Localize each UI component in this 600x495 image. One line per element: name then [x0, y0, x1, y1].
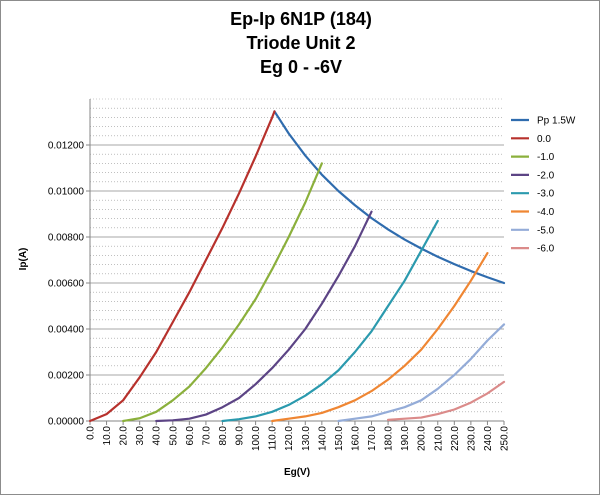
y-tick-label: 0.00600	[48, 279, 85, 290]
x-tick-label: 240.0	[483, 426, 494, 451]
x-tick-label: 10.0	[102, 426, 113, 446]
x-axis-title: Eg(V)	[284, 467, 310, 478]
chart-title-line: Triode Unit 2	[246, 33, 355, 53]
y-tick-label: 0.00800	[48, 233, 85, 244]
x-tick-label: 150.0	[334, 426, 345, 451]
x-tick-label: 200.0	[417, 426, 428, 451]
series-line	[337, 323, 506, 423]
x-tick-label: 250.0	[500, 426, 511, 451]
series-line	[221, 219, 439, 423]
y-tick-label: 0.00400	[48, 325, 85, 336]
series-line	[271, 252, 489, 423]
legend: Pp 1.5W 0.0 -1.0 -2.0 -3.0 -4.0 -5.0 -6.0	[511, 116, 576, 255]
x-tick-label: 50.0	[168, 426, 179, 446]
x-tick-label: 130.0	[301, 426, 312, 451]
x-tick-label: 30.0	[135, 426, 146, 446]
x-tick-label: 170.0	[367, 426, 378, 451]
x-tick-label: 140.0	[317, 426, 328, 451]
x-tick-label: 160.0	[350, 426, 361, 451]
axes	[89, 99, 504, 422]
x-tick-label: 70.0	[201, 426, 212, 446]
y-tick-label: 0.01200	[48, 141, 85, 152]
series-line	[273, 110, 506, 285]
series-line	[155, 210, 373, 423]
x-tick-label: 120.0	[284, 426, 295, 451]
legend-label: -4.0	[537, 207, 555, 218]
series-lines	[88, 110, 506, 423]
chart-title: Ep-Ip 6N1P (184) Triode Unit 2 Eg 0 - -6V	[230, 9, 372, 77]
x-tick-label: 80.0	[218, 426, 229, 446]
legend-label: 0.0	[537, 134, 551, 145]
series-line	[88, 110, 276, 423]
legend-label: -6.0	[537, 244, 555, 255]
series-line	[386, 380, 506, 421]
legend-label: -5.0	[537, 225, 555, 236]
x-tick-label: 110.0	[268, 426, 279, 451]
x-tick-label: 40.0	[152, 426, 163, 446]
x-tick-label: 100.0	[251, 426, 262, 451]
y-tick-label: 0.01000	[48, 187, 85, 198]
x-tick-label: 190.0	[400, 426, 411, 451]
legend-label: -1.0	[537, 152, 555, 163]
x-tick-label: 0.0	[86, 426, 97, 440]
x-tick-label: 220.0	[450, 426, 461, 451]
legend-label: Pp 1.5W	[537, 116, 576, 127]
x-tick-label: 180.0	[384, 426, 395, 451]
x-tick-label: 210.0	[433, 426, 444, 451]
y-tick-labels: 0.00000 0.00200 0.00400 0.00600 0.00800 0.010…	[48, 141, 90, 428]
x-tick-label: 60.0	[185, 426, 196, 446]
x-tick-label: 90.0	[235, 426, 246, 446]
x-tick-labels: 0.0 10.0 20.0 30.0 40.0 50.0 60.0 70.0 80.0 90.0 1…	[86, 421, 511, 451]
y-tick-label: 0.00000	[48, 417, 85, 428]
y-axis-title: Ip(A)	[18, 248, 29, 271]
x-tick-label: 230.0	[466, 426, 477, 451]
series-line	[122, 162, 323, 423]
legend-label: -2.0	[537, 170, 555, 181]
chart-title-line: Ep-Ip 6N1P (184)	[230, 9, 372, 29]
legend-label: -3.0	[537, 189, 555, 200]
chart-title-line: Eg 0 - -6V	[260, 57, 342, 77]
x-tick-label: 20.0	[119, 426, 130, 446]
y-tick-label: 0.00200	[48, 371, 85, 382]
